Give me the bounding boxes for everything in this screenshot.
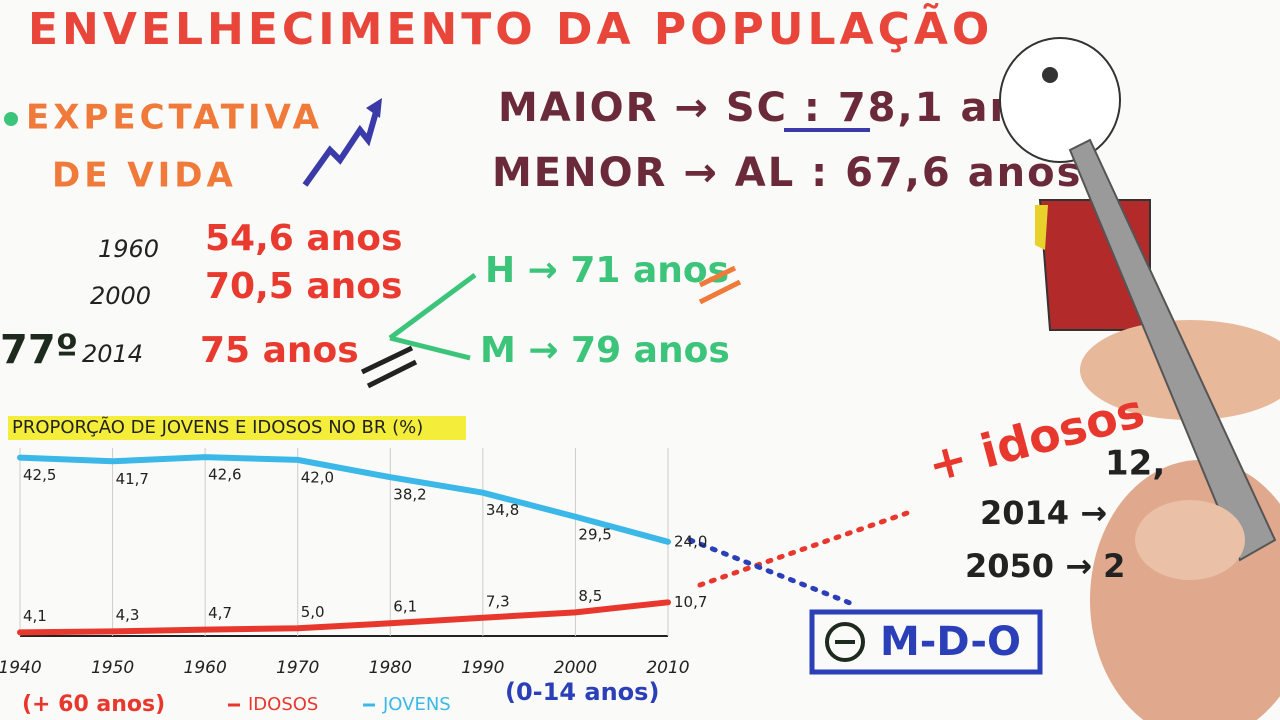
state-min: MENOR → AL : 67,6 anos — [492, 150, 1082, 196]
expectancy-label: EXPECTATIVA — [26, 98, 323, 138]
rank: 77º — [0, 327, 78, 373]
value-label: 7,3 — [486, 592, 510, 610]
value-label: 42,5 — [23, 466, 56, 484]
minus-circle — [825, 622, 865, 662]
age: 70,5 anos — [205, 266, 402, 307]
annotation: (0-14 anos) — [505, 678, 659, 706]
hand-with-pen — [1068, 138, 1280, 720]
annotation: (+ 60 anos) — [22, 692, 165, 717]
marker — [698, 265, 742, 305]
title: ENVELHECIMENTO DA POPULAÇÃO — [28, 2, 993, 55]
title-highlight — [8, 416, 466, 440]
value-label: 10,7 — [674, 593, 707, 611]
dotted-arrow — [687, 537, 853, 606]
value-label: 29,5 — [578, 525, 611, 543]
women-expectancy: M → 79 anos — [480, 330, 730, 371]
x-tick-label: 2000 — [554, 658, 597, 678]
value-label: 5,0 — [301, 603, 325, 621]
elderly-row: 2014 → — [980, 494, 1107, 532]
equals-mark — [360, 345, 418, 389]
chart: 1940 1950 1960 1970 1980 1990 2000 2010 42,5 41,7… — [0, 448, 707, 717]
chart-title: PROPORÇÃO DE JOVENS E IDOSOS NO BR (%) — [12, 416, 423, 438]
arrow-head — [366, 98, 382, 118]
men-expectancy: H → 71 anos — [485, 250, 729, 291]
state-max: MAIOR → SC : 78,1 anos — [498, 85, 1075, 131]
x-tick-label: 2010 — [646, 658, 689, 678]
expectancy-label: DE VIDA — [52, 156, 237, 196]
x-tick-label: 1950 — [91, 658, 134, 678]
year: 2014 — [82, 340, 143, 368]
split-arrows — [388, 272, 477, 361]
x-tick-label: 1990 — [461, 658, 504, 678]
legend-entry: IDOSOS — [248, 694, 318, 715]
dotted-arrow — [697, 509, 913, 588]
series-line — [17, 599, 671, 636]
x-tick-label: 1970 — [276, 658, 319, 678]
value-label: 4,1 — [23, 607, 47, 625]
x-tick-label: 1960 — [184, 658, 227, 678]
value-label: 38,2 — [393, 486, 426, 504]
value-label: 6,1 — [393, 598, 417, 616]
value-label: 34,8 — [486, 501, 519, 519]
x-tick-label: 1940 — [0, 658, 42, 678]
legend-entry: JOVENS — [382, 694, 451, 715]
value-label: 42,0 — [301, 468, 334, 486]
age: 54,6 anos — [205, 218, 402, 259]
rising-arrow — [302, 104, 381, 187]
value-label: 4,3 — [116, 606, 140, 624]
bullet — [4, 112, 18, 126]
elderly-partial: 12, — [1105, 444, 1165, 484]
value-label: 41,7 — [116, 470, 149, 488]
year: 2000 — [90, 282, 151, 310]
elderly-row: 2050 → 2 — [965, 547, 1125, 585]
value-label: 8,5 — [578, 587, 602, 605]
value-label: 42,6 — [208, 466, 241, 484]
series-line — [17, 454, 671, 545]
age: 75 anos — [200, 330, 359, 371]
year: 1960 — [98, 235, 159, 263]
value-label: 24,0 — [674, 532, 707, 550]
x-tick-label: 1980 — [369, 658, 412, 678]
mdo-box — [809, 609, 1043, 675]
mdo: M-D-O — [880, 619, 1021, 665]
value-label: 4,7 — [208, 604, 232, 622]
